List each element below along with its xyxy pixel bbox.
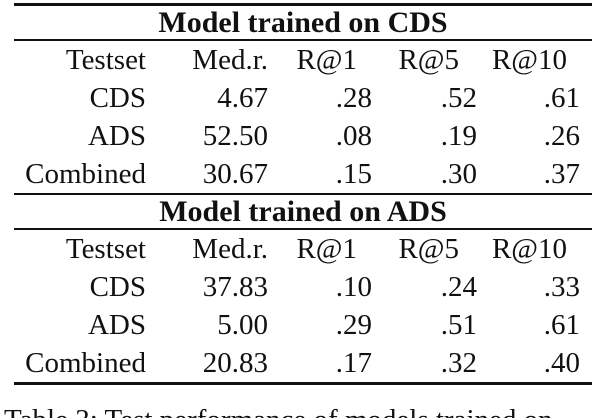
- table-row-combined: Combined 20.83 .17 .32 .40: [14, 344, 592, 382]
- table-title-cds: Model trained on CDS: [158, 6, 448, 39]
- cell-r-at-5: .24: [440, 271, 477, 303]
- cell-r-at-1: .17: [335, 347, 372, 379]
- cell-med-r: 37.83: [202, 271, 268, 303]
- table-row-combined: Combined 30.67 .15 .30 .37: [14, 155, 592, 193]
- col-header-r-at-1: R@1: [296, 233, 357, 265]
- cell-r-at-10: .61: [543, 309, 580, 341]
- cell-testset: ADS: [87, 120, 146, 152]
- col-header-testset: Testset: [65, 44, 146, 76]
- cell-testset: CDS: [89, 82, 146, 114]
- col-header-med-r: Med.r.: [192, 233, 268, 265]
- cell-r-at-10: .37: [543, 158, 580, 190]
- cell-med-r: 5.00: [217, 309, 268, 341]
- table-row-cds: CDS 37.83 .10 .24 .33: [14, 268, 592, 306]
- col-header-r-at-5: R@5: [398, 44, 459, 76]
- cell-r-at-5: .19: [440, 120, 477, 152]
- cell-r-at-10: .40: [543, 347, 580, 379]
- cell-r-at-5: .51: [440, 309, 477, 341]
- table-divider-rule: [14, 193, 592, 195]
- cell-r-at-1: .10: [335, 271, 372, 303]
- col-header-r-at-1: R@1: [296, 44, 357, 76]
- table-caption: Table 3: Test performance of models trai…: [4, 404, 604, 418]
- cell-r-at-5: .52: [440, 82, 477, 114]
- cell-r-at-5: .30: [440, 158, 477, 190]
- cell-r-at-1: .28: [335, 82, 372, 114]
- cell-med-r: 4.67: [217, 82, 268, 114]
- col-header-r-at-10: R@10: [491, 44, 567, 76]
- bottom-rule: [14, 382, 592, 385]
- table-row-ads: ADS 5.00 .29 .51 .61: [14, 306, 592, 344]
- results-table: Testset Med.r. R@1 R@5 R@10 CDS 37.83 .1…: [14, 230, 592, 382]
- table-title-ads: Model trained on ADS: [159, 195, 447, 228]
- cell-med-r: 30.67: [202, 158, 268, 190]
- cell-r-at-10: .33: [543, 271, 580, 303]
- results-table-ads-trained: Model trained on ADS Testset Med.r. R@1 …: [14, 195, 592, 385]
- header-row: Testset Med.r. R@1 R@5 R@10: [14, 230, 592, 268]
- cell-r-at-10: .61: [543, 82, 580, 114]
- col-header-r-at-10: R@10: [491, 233, 567, 265]
- cell-r-at-5: .32: [440, 347, 477, 379]
- cell-testset: Combined: [25, 158, 146, 190]
- col-header-testset: Testset: [65, 233, 146, 265]
- cell-testset: CDS: [89, 271, 146, 303]
- table-row-cds: CDS 4.67 .28 .52 .61: [14, 79, 592, 117]
- tables-block: Model trained on CDS Testset Med.r. R@1 …: [14, 3, 592, 385]
- col-header-med-r: Med.r.: [192, 44, 268, 76]
- header-row: Testset Med.r. R@1 R@5 R@10: [14, 41, 592, 79]
- title-separator-rule: [14, 39, 592, 41]
- cell-med-r: 52.50: [202, 120, 268, 152]
- title-separator-rule: [14, 228, 592, 230]
- table-row-ads: ADS 52.50 .08 .19 .26: [14, 117, 592, 155]
- top-rule: [14, 3, 592, 6]
- cell-testset: ADS: [87, 309, 146, 341]
- cell-r-at-10: .26: [543, 120, 580, 152]
- col-header-r-at-5: R@5: [398, 233, 459, 265]
- results-table-cds-trained: Model trained on CDS Testset Med.r. R@1 …: [14, 3, 592, 195]
- results-table: Testset Med.r. R@1 R@5 R@10 CDS 4.67 .28…: [14, 41, 592, 193]
- cell-r-at-1: .29: [335, 309, 372, 341]
- cell-testset: Combined: [25, 347, 146, 379]
- cell-r-at-1: .08: [335, 120, 372, 152]
- cell-med-r: 20.83: [202, 347, 268, 379]
- cell-r-at-1: .15: [335, 158, 372, 190]
